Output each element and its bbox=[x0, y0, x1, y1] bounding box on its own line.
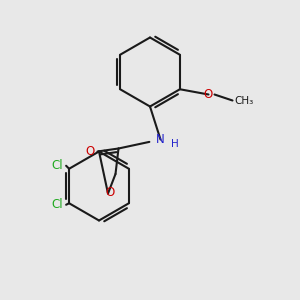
Text: N: N bbox=[156, 133, 165, 146]
Text: O: O bbox=[105, 185, 114, 199]
Text: H: H bbox=[171, 139, 179, 149]
Text: Cl: Cl bbox=[52, 159, 63, 172]
Text: Cl: Cl bbox=[52, 198, 63, 211]
Text: O: O bbox=[85, 145, 94, 158]
Text: O: O bbox=[204, 88, 213, 101]
Text: CH₃: CH₃ bbox=[234, 95, 253, 106]
